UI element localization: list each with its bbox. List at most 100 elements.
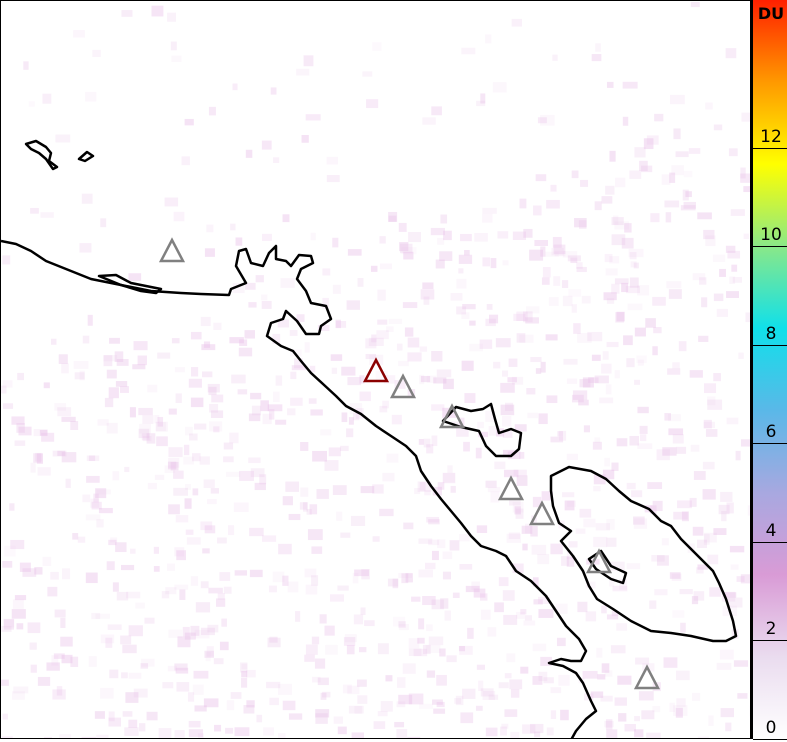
so2-pixel <box>243 705 254 714</box>
so2-pixel <box>639 691 654 700</box>
so2-pixel <box>204 651 214 658</box>
so2-pixel <box>28 622 41 633</box>
so2-pixel <box>704 422 715 428</box>
so2-pixel <box>309 398 317 403</box>
so2-pixel <box>737 693 747 699</box>
so2-pixel <box>148 483 157 489</box>
so2-pixel <box>443 379 454 389</box>
so2-pixel <box>182 156 190 165</box>
so2-pixel <box>315 713 327 724</box>
so2-pixel <box>533 644 547 651</box>
so2-pixel <box>234 502 249 512</box>
so2-pixel <box>348 249 362 256</box>
so2-pixel <box>54 403 66 411</box>
so2-pixel <box>211 410 223 418</box>
so2-pixel <box>310 409 322 415</box>
so2-pixel <box>336 321 346 328</box>
so2-pixel <box>230 224 235 231</box>
so2-pixel <box>476 448 482 459</box>
so2-pixel <box>112 471 119 480</box>
so2-pixel <box>503 615 517 625</box>
so2-pixel <box>456 696 464 705</box>
so2-pixel <box>550 185 556 192</box>
so2-pixel <box>347 645 355 654</box>
so2-pixel <box>623 117 628 126</box>
so2-pixel <box>332 238 338 248</box>
so2-pixel <box>748 505 750 515</box>
so2-pixel <box>717 663 732 670</box>
so2-pixel <box>249 414 260 422</box>
colorbar-tick <box>753 148 787 149</box>
so2-pixel <box>43 557 52 566</box>
so2-pixel <box>12 691 25 700</box>
so2-pixel <box>193 685 204 695</box>
so2-pixel <box>672 362 679 368</box>
so2-pixel <box>403 523 413 530</box>
so2-pixel <box>672 610 684 618</box>
so2-pixel <box>606 519 614 530</box>
so2-pixel <box>169 409 177 415</box>
so2-pixel <box>231 692 242 699</box>
so2-pixel <box>602 663 610 673</box>
so2-pixel <box>592 355 601 361</box>
so2-pixel <box>418 618 424 629</box>
so2-pixel <box>741 113 750 122</box>
so2-pixel <box>516 312 527 321</box>
so2-pixel <box>88 315 93 326</box>
so2-pixel <box>208 387 216 395</box>
so2-pixel <box>147 712 158 721</box>
so2-pixel <box>577 602 587 612</box>
so2-pixel <box>680 623 686 633</box>
so2-pixel <box>526 306 539 313</box>
so2-pixel <box>165 198 178 207</box>
so2-pixel <box>385 675 392 681</box>
so2-pixel <box>168 666 177 671</box>
so2-pixel <box>219 572 230 581</box>
so2-pixel <box>306 644 318 654</box>
so2-pixel <box>327 157 338 165</box>
so2-pixel <box>116 381 127 387</box>
so2-pixel <box>201 581 209 588</box>
so2-pixel <box>393 579 399 589</box>
so2-pixel <box>641 710 654 719</box>
so2-pixel <box>92 50 101 57</box>
so2-pixel <box>692 693 700 701</box>
colorbar-tick-label: 12 <box>753 127 787 147</box>
map-panel[interactable] <box>0 0 751 739</box>
so2-pixel <box>623 82 638 89</box>
so2-pixel <box>201 317 211 326</box>
so2-pixel <box>607 342 619 347</box>
so2-pixel <box>97 489 111 494</box>
so2-pixel <box>231 375 245 384</box>
so2-pixel <box>536 174 547 181</box>
so2-pixel <box>154 415 159 423</box>
so2-pixel <box>233 84 238 91</box>
so2-pixel <box>171 42 177 51</box>
so2-pixel <box>139 424 151 434</box>
volcano-marker[interactable] <box>161 240 183 261</box>
so2-pixel <box>623 335 633 345</box>
so2-pixel <box>377 290 385 301</box>
so2-pixel <box>432 600 444 610</box>
so2-pixel <box>191 332 202 339</box>
so2-pixel <box>269 698 279 705</box>
so2-pixel <box>606 268 618 275</box>
so2-pixel <box>327 175 340 182</box>
so2-pixel <box>533 205 542 215</box>
so2-pixel <box>358 278 364 287</box>
so2-pixel <box>583 671 598 679</box>
so2-pixel <box>576 529 586 534</box>
so2-pixel <box>86 476 100 483</box>
so2-pixel <box>11 416 24 424</box>
so2-pixel <box>429 637 443 646</box>
so2-pixel <box>110 537 117 542</box>
so2-pixel <box>550 687 561 693</box>
so2-pixel <box>611 645 626 653</box>
so2-pixel <box>141 659 154 667</box>
so2-pixel <box>510 732 519 738</box>
so2-pixel <box>557 431 563 436</box>
so2-pixel <box>176 515 188 522</box>
so2-pixel <box>731 265 737 272</box>
so2-pixel <box>530 526 537 537</box>
so2-pixel <box>526 388 535 394</box>
